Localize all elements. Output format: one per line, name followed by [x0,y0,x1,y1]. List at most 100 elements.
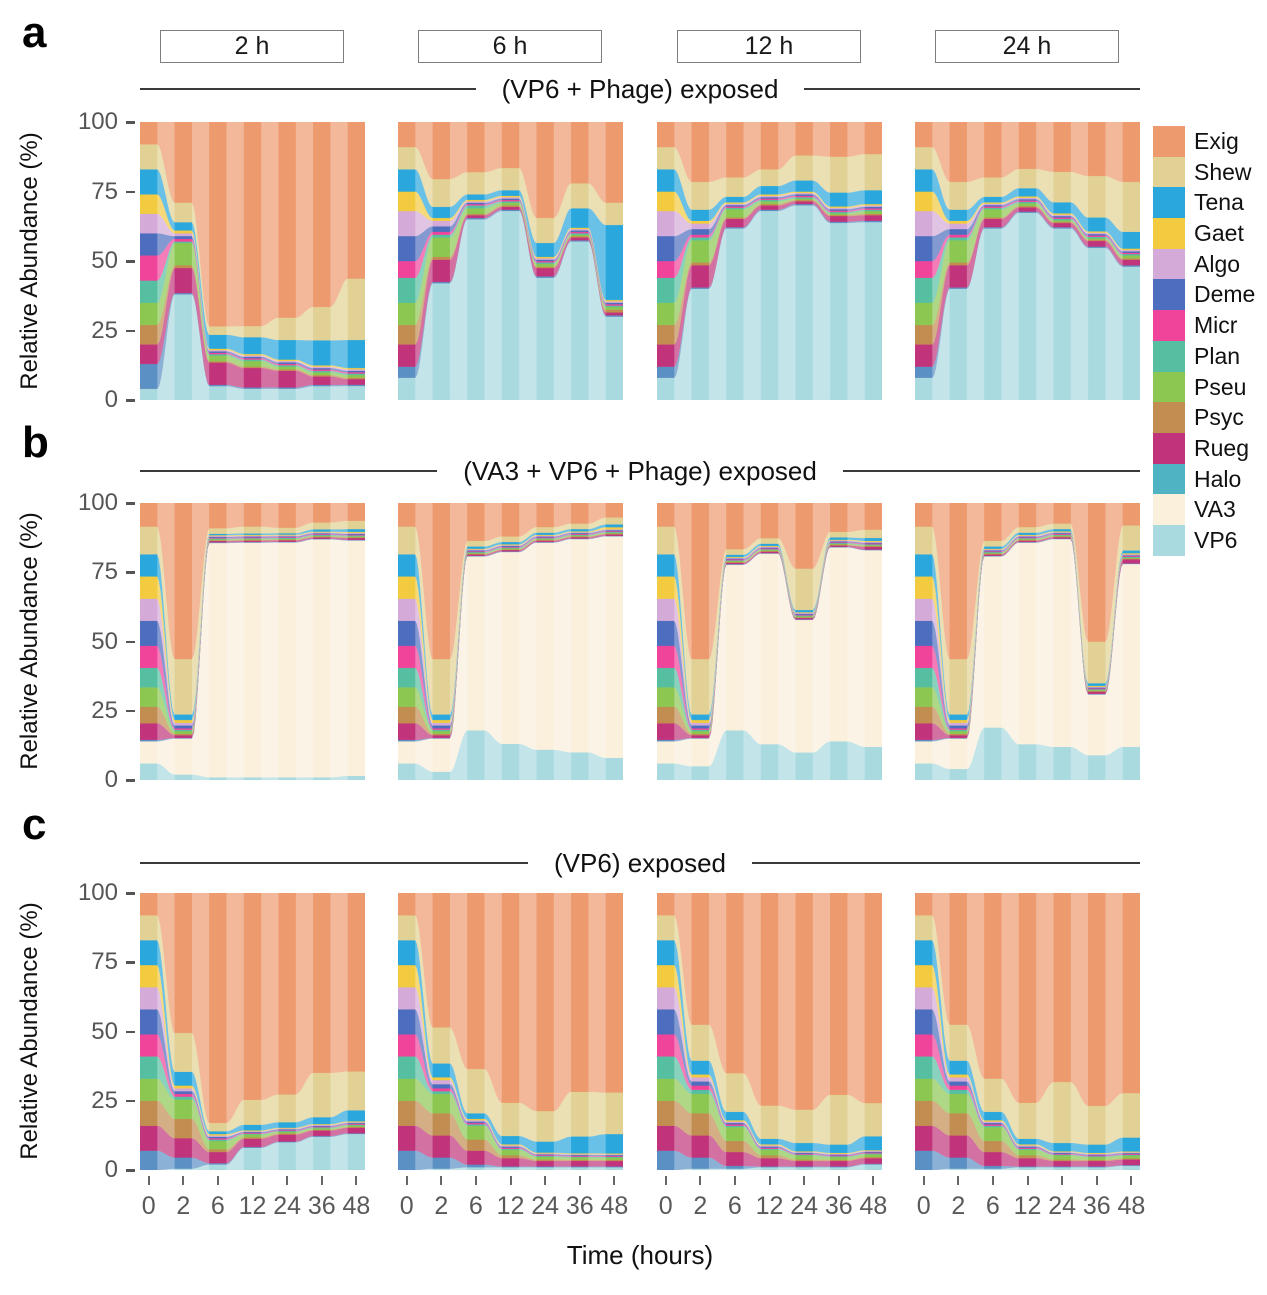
y-tick-label: 0 [104,766,118,793]
legend-label: Shew [1194,158,1252,185]
panel-row1-2h [140,122,365,400]
flow-stripe [519,893,537,1170]
y-tick-mark [126,121,135,124]
y-tick-mark [126,329,135,332]
legend-label: Gaet [1194,220,1244,247]
y-tick-label: 75 [91,948,118,976]
panel-row1-24h [915,122,1140,400]
x-tick-label: 48 [342,1192,371,1220]
band-Exig [915,122,1140,182]
band-Exig [915,503,1140,660]
flow-stripe [778,893,796,1170]
stacked-area-chart [657,893,882,1170]
legend-entry-Psyc: Psyc [1153,402,1267,433]
legend-swatch-VP6 [1153,524,1185,556]
legend-entry-Exig: Exig [1153,126,1267,157]
flow-stripe [847,893,865,1170]
flow-stripe [932,503,950,780]
flow-stripe [588,503,606,780]
x-tick-mark [1026,1176,1029,1185]
legend-entry-Plan: Plan [1153,340,1267,372]
x-tick-mark [1130,1176,1133,1185]
title-rule-left [140,87,476,91]
stacked-area-chart [140,893,365,1170]
flow-stripe [1070,893,1089,1170]
flow-stripe [191,503,210,780]
title-rule-left [140,861,529,865]
flow-stripe [519,122,537,400]
x-tick-mark [613,1176,616,1185]
flow-stripe [743,122,761,400]
stacked-area-chart [398,893,623,1170]
flow-stripe [588,893,606,1170]
y-tick-label: 25 [91,1086,118,1114]
band-Exig [140,503,365,660]
flow-stripe [1036,893,1054,1170]
stacked-area-chart [398,122,623,400]
flow-stripe [415,503,433,780]
flow-stripe [330,893,348,1170]
x-tick-mark [803,1176,806,1185]
flow-stripe [261,503,279,780]
band-Exig [915,893,1140,1106]
band-Exig [657,122,882,182]
flow-stripe [157,893,175,1170]
flow-stripe [415,122,433,400]
x-tick-label: 24 [273,1192,302,1220]
band-Exig [140,122,365,327]
flow-stripe [226,893,244,1170]
title-rule-left [140,469,438,473]
flow-stripe [674,122,692,400]
x-tick-label: 24 [531,1192,560,1220]
x-tick-label: 0 [141,1192,156,1220]
legend-entry-Shew: Shew [1153,156,1267,188]
legend-label: VA3 [1194,496,1236,523]
flow-stripe [157,122,175,400]
column-header-24h: 24 h [935,30,1119,63]
y-tick-label: 50 [91,1017,118,1045]
y-tick-label: 25 [91,316,118,344]
legend-entry-Micr: Micr [1153,310,1267,341]
flow-stripe [415,893,433,1170]
x-tick-label: 24 [790,1192,819,1220]
legend-entry-Rueg: Rueg [1153,432,1267,464]
band-Exig [398,503,623,660]
flow-stripe [226,122,244,400]
x-tick-mark [474,1176,477,1185]
flow-stripe [449,893,468,1170]
x-tick-label: 0 [658,1192,673,1220]
x-tick-mark [578,1176,581,1185]
row-b-title-bar: (VA3 + VP6 + Phage) exposed [140,455,1141,487]
x-tick-mark [872,1176,875,1185]
legend-label: Micr [1194,312,1238,339]
column-header-6h: 6 h [418,30,602,63]
y-tick-label: 100 [77,489,118,516]
y-tick-mark [126,190,135,193]
y-tick-mark [126,779,135,782]
flow-stripe [261,893,279,1170]
flow-stripe [812,503,831,780]
legend-swatch-Plan [1153,340,1185,372]
flow-stripe [226,503,244,780]
stacked-area-chart [915,893,1140,1170]
panel-letter-a: a [22,8,47,57]
panel-letter-b: b [22,418,49,467]
legend-label: Pseu [1194,373,1247,400]
flow-stripe [847,122,865,400]
flow-stripe [157,503,175,780]
x-tick-label: 6 [727,1192,742,1220]
band-Exig [140,893,365,1124]
flow-stripe [674,893,692,1170]
band-Exig [657,503,882,660]
stacked-area-chart [398,503,623,780]
legend-swatch-Tena [1153,187,1185,219]
legend-swatch-Algo [1153,248,1185,280]
legend-swatch-Rueg [1153,432,1185,464]
legend-label: VP6 [1194,526,1238,553]
stacked-area-chart [915,122,1140,400]
x-tick-label: 48 [600,1192,629,1220]
column-header-12h: 12 h [677,30,861,63]
flow-stripe [932,122,950,400]
panel-row2-2h [140,503,365,780]
legend-entry-Halo: Halo [1153,463,1267,495]
